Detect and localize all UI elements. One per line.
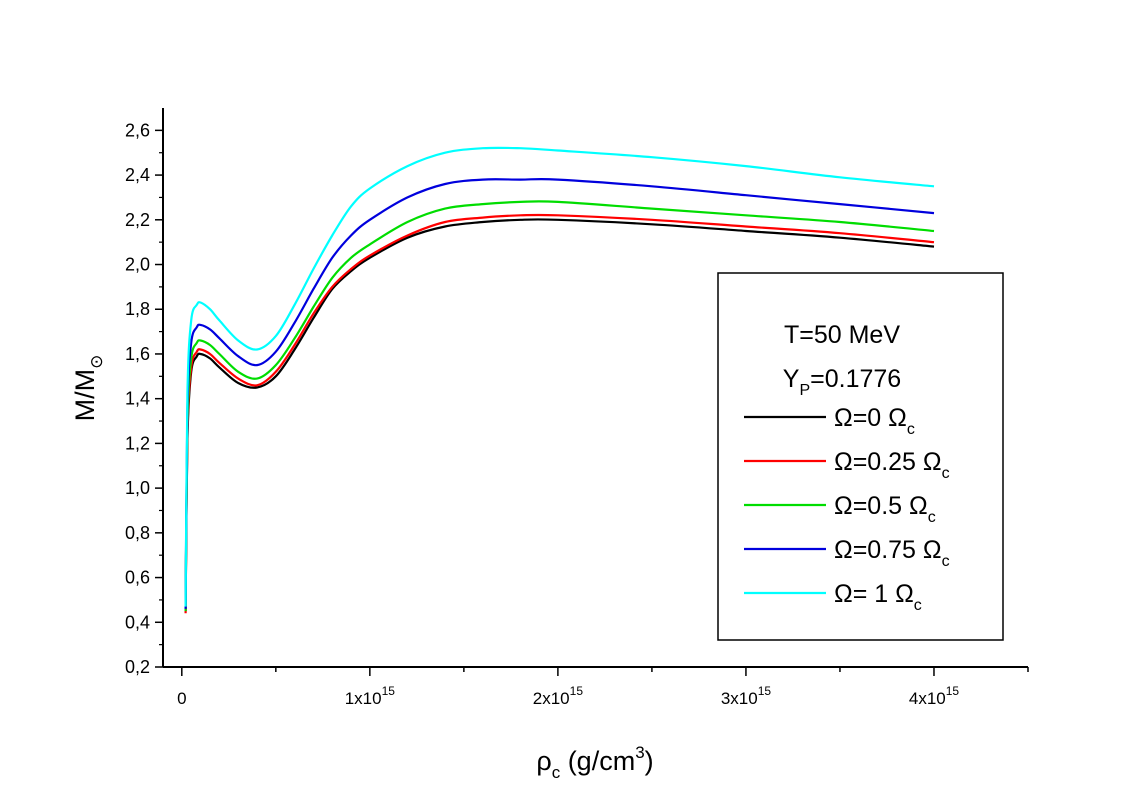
series-line-2 (184, 200, 935, 612)
y-tick-label: 0,4 (125, 612, 150, 632)
legend-header: T=50 MeV YP=0.1776 (783, 321, 901, 399)
x-tick-label: 1x1015 (345, 684, 396, 708)
ticks-group: 0,2 0,4 0,6 0,8 1,0 1,2 1,4 1,6 1,8 2,0 2,2 2,4 2,6 0… (125, 120, 1029, 708)
x-tick-label: 0 (177, 689, 186, 708)
legend-label: Ω=0.25 Ωc (834, 448, 950, 482)
legend-header-line: T=50 MeV (784, 321, 900, 349)
legend-header-line: YP=0.1776 (783, 365, 901, 399)
y-tick-label: 0,8 (125, 523, 150, 543)
legend-box (717, 272, 1004, 641)
y-tick-label: 1,8 (125, 299, 150, 319)
legend-label: Ω=0.75 Ωc (834, 536, 950, 570)
series-line-4 (184, 146, 935, 607)
y-tick-label: 2,6 (125, 120, 150, 140)
y-tick-label: 2,4 (125, 165, 150, 185)
y-tick-label: 0,6 (125, 568, 150, 588)
y-axis-label: M/M⊙ (70, 355, 106, 422)
x-tick-label: 2x1015 (533, 684, 584, 708)
series-line-0 (184, 218, 935, 612)
x-tick-label: 3x1015 (721, 684, 772, 708)
y-tick-label: 0,2 (125, 657, 150, 677)
y-tick-label: 1,0 (125, 478, 150, 498)
axes (162, 108, 1028, 668)
legend-label: Ω=0.5 Ωc (834, 492, 936, 526)
series-line-3 (184, 177, 935, 609)
y-tick-label: 1,2 (125, 433, 150, 453)
legend-label: Ω=0 Ωc (834, 404, 915, 438)
series-line-1 (184, 213, 935, 614)
series-group (184, 146, 935, 614)
y-tick-label: 2,2 (125, 210, 150, 230)
legend-label: Ω= 1 Ωc (834, 580, 922, 614)
y-tick-label: 2,0 (125, 255, 150, 275)
legend-items: Ω=0 Ωc Ω=0.25 Ωc Ω=0.5 Ωc Ω=0.75 Ωc Ω= 1 Ωc (744, 404, 950, 614)
y-tick-label: 1,6 (125, 344, 150, 364)
legend: T=50 MeV YP=0.1776 Ω=0 Ωc Ω=0.25 Ωc Ω=0.5 Ω… (717, 272, 1004, 641)
x-axis-label: ρc (g/cm3) (536, 743, 653, 782)
x-tick-label: 4x1015 (909, 684, 960, 708)
y-tick-label: 1,4 (125, 389, 150, 409)
